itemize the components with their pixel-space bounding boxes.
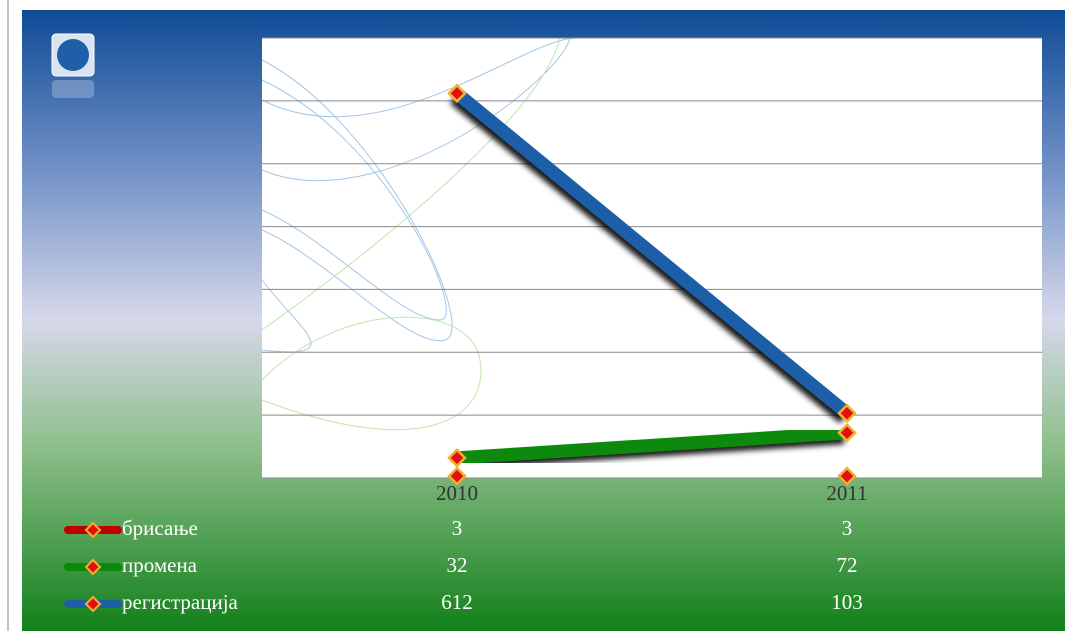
point-marker: [837, 466, 857, 486]
table-value: 612: [441, 590, 473, 614]
point-marker: [447, 448, 467, 468]
legend-label: брисање: [122, 516, 198, 540]
series-line: [452, 88, 852, 419]
table-value: 32: [447, 553, 468, 577]
x-tick-label: 2010: [436, 481, 478, 505]
legend-label: промена: [122, 553, 198, 577]
series-line: [456, 426, 848, 465]
table-value: 3: [842, 516, 853, 540]
legend-marker: [84, 595, 102, 613]
table-value: 3: [452, 516, 463, 540]
point-marker: [447, 83, 467, 104]
legend-marker: [84, 521, 102, 539]
decoration: [261, 37, 576, 431]
point-marker: [837, 422, 857, 443]
point-marker: [837, 403, 857, 424]
legend-marker: [84, 558, 102, 576]
logo: [51, 33, 95, 98]
point-marker: [447, 466, 467, 486]
x-tick-label: 2011: [826, 481, 867, 505]
table-value: 72: [837, 553, 858, 577]
legend-label: регистрација: [122, 590, 239, 614]
table-value: 103: [831, 590, 863, 614]
